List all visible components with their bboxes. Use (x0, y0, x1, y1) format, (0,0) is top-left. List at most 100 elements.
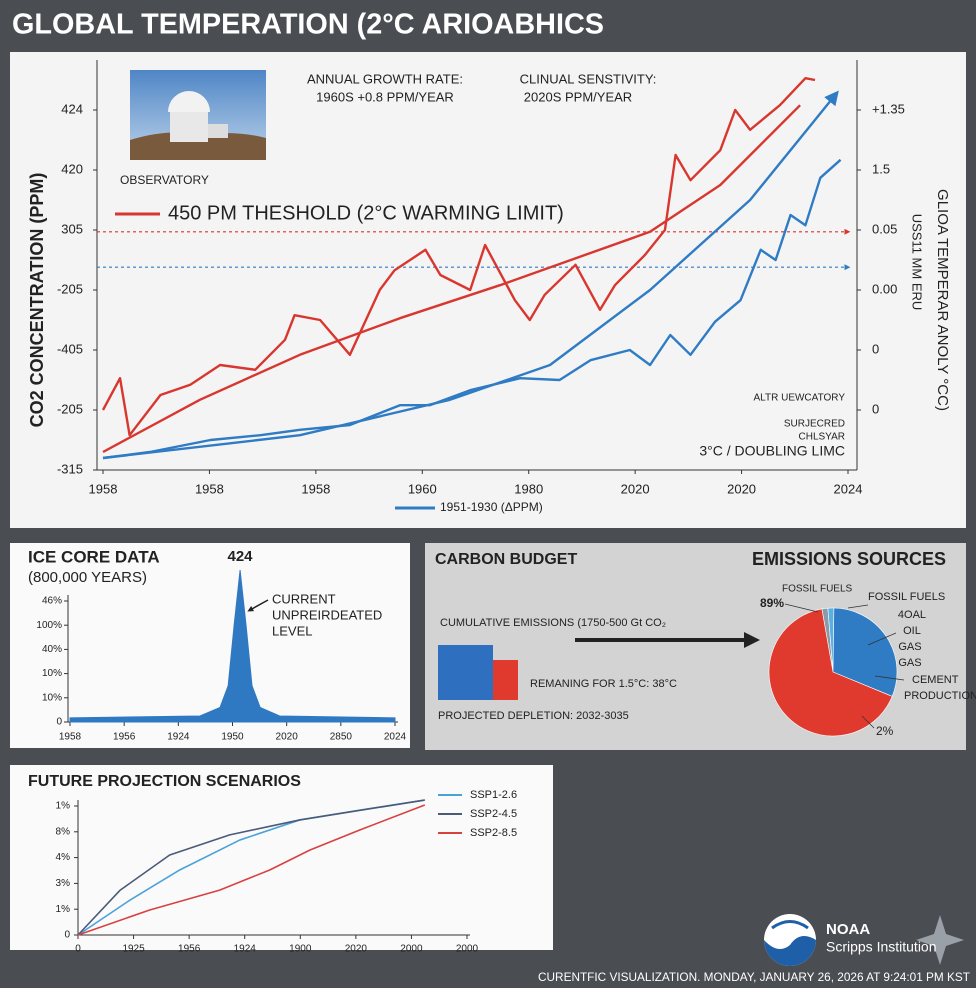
x-tick-label: 1924 (234, 944, 257, 955)
observatory-photo (130, 70, 266, 160)
logo-text: Scripps Institution (826, 939, 937, 955)
y-tick-label: 0 (64, 930, 70, 941)
x-tick-label: 1960 (408, 481, 437, 496)
y-tick-label: -205 (57, 401, 83, 416)
photo-label: OBSERVATORY (120, 173, 209, 187)
logo (764, 914, 964, 966)
annotation: CURRENT (272, 591, 336, 606)
y-tick-label: 46% (42, 596, 62, 607)
y-axis-label: CO2 CONCENTRATION (PPM) (27, 173, 47, 428)
annotation: CLINUAL SENSTIVITY: (520, 71, 657, 86)
y2-tick-label: 0 (872, 341, 879, 356)
series-line (77, 799, 425, 936)
x-tick-label: 1925 (122, 944, 145, 955)
panel-title: CARBON BUDGET (435, 551, 577, 568)
x-tick-label: 1958 (195, 481, 224, 496)
x-tick-label: 1958 (89, 481, 118, 496)
x-tick-label: 1958 (301, 481, 330, 496)
y-tick-label: 8% (56, 826, 71, 837)
pie-label: 4OAL (898, 609, 926, 621)
x-tick-label: 1958 (59, 732, 82, 743)
y-tick-label: -205 (57, 281, 83, 296)
x-tick-label: 1980 (514, 481, 543, 496)
y-tick-label: 3% (56, 878, 71, 889)
y2-tick-label: 0 (872, 401, 879, 416)
budget-bar (493, 660, 518, 700)
series-line (102, 104, 801, 454)
annotation: SURJECRED (784, 419, 845, 430)
series-line (77, 804, 426, 936)
legend-label: SSP2-4.5 (470, 808, 517, 820)
annotation: 1960S +0.8 PPM/YEAR (316, 89, 454, 104)
y-tick-label: 4% (56, 852, 71, 863)
legend-label: SSP1-2.6 (470, 789, 517, 801)
annotation: ANNUAL GROWTH RATE: (307, 71, 463, 86)
x-tick-label: 0 (75, 944, 81, 955)
x-tick-label: 1950 (221, 732, 244, 743)
y2-axis-label: GLIOA TEMPERAR ANOLY °CC) (934, 189, 951, 411)
x-tick-label: 2000 (400, 944, 423, 955)
pie-label: GAS (898, 641, 921, 653)
legend-label: SSP2-8.5 (470, 827, 517, 839)
leader-line (847, 604, 869, 609)
leader-line (861, 715, 875, 729)
x-tick-label: 2020 (345, 944, 368, 955)
budget-text: CUMULATIVE EMISSIONS (1750-500 Gt CO₂ (440, 617, 666, 629)
x-tick-label: 2020 (727, 481, 756, 496)
x-tick-label: 2000 (456, 944, 479, 955)
page-title: GLOBAL TEMPERATION (2°C ARIOABHICS (12, 9, 604, 41)
y-tick-label: 305 (61, 221, 83, 236)
pie-label: CEMENT (912, 674, 959, 686)
panel-title: EMISSIONS SOURCES (752, 549, 946, 569)
series-line (101, 76, 816, 437)
y-tick-label: 100% (36, 620, 62, 631)
y-tick-label: -405 (57, 341, 83, 356)
annotation: 3°C / DOUBLING LIMC (699, 443, 845, 459)
pie-label: FOSSIL FUELS (868, 591, 945, 603)
legend-label: 1951-1930 (ΔPPM) (440, 500, 543, 514)
leader-line (784, 603, 819, 613)
series-line (102, 158, 842, 460)
pie-label: PRODUCTION (904, 690, 976, 702)
footer: CURENTFIC VISUALIZATION. MONDAY, JANUARY… (538, 970, 971, 984)
y-tick-label: 10% (42, 692, 62, 703)
budget-text: REMANING FOR 1.5°C: 38°C (530, 678, 677, 690)
pie-label: FOSSIL FUELS (782, 584, 853, 595)
annotation: LEVEL (272, 623, 312, 638)
pie-label: 2% (876, 724, 894, 738)
annotation: UNPREIRDEATED (272, 607, 382, 622)
panel-subtitle: (800,000 YEARS) (28, 569, 147, 586)
area (69, 569, 396, 723)
annotation: 424 (227, 548, 253, 565)
leader-line (874, 675, 905, 681)
y2-axis-label: USS11 MM ERU (910, 214, 925, 311)
x-tick-label: 2020 (621, 481, 650, 496)
y-tick-label: 0 (56, 717, 62, 728)
annotation: ALTR UEWCATORY (754, 393, 846, 404)
annotation: CHLSYAR (799, 432, 846, 443)
budget-text: PROJECTED DEPLETION: 2032-3035 (438, 710, 629, 722)
y-tick-label: 10% (42, 668, 62, 679)
y-tick-label: 420 (61, 161, 83, 176)
panel-title: ICE CORE DATA (28, 547, 160, 566)
x-tick-label: 2024 (834, 481, 863, 496)
y-tick-label: 424 (61, 101, 83, 116)
pie-label: 89% (760, 596, 784, 610)
y2-tick-label: 0.05 (872, 221, 897, 236)
x-tick-label: 2024 (384, 732, 407, 743)
x-tick-label: 1956 (113, 732, 136, 743)
x-tick-label: 1924 (167, 732, 190, 743)
pointer (247, 599, 269, 612)
y2-tick-label: +1.35 (872, 101, 905, 116)
y-tick-label: -315 (57, 461, 83, 476)
x-tick-label: 1900 (289, 944, 312, 955)
leader-line (867, 632, 897, 646)
y-tick-label: 1% (56, 801, 71, 812)
x-tick-label: 2020 (276, 732, 299, 743)
logo-text: NOAA (826, 921, 870, 938)
series-line (102, 90, 839, 460)
budget-bar (438, 645, 493, 700)
panel-title: FUTURE PROJECTION SCENARIOS (28, 773, 301, 790)
pie-label: GAS (898, 657, 921, 669)
y2-tick-label: 1.5 (872, 161, 890, 176)
